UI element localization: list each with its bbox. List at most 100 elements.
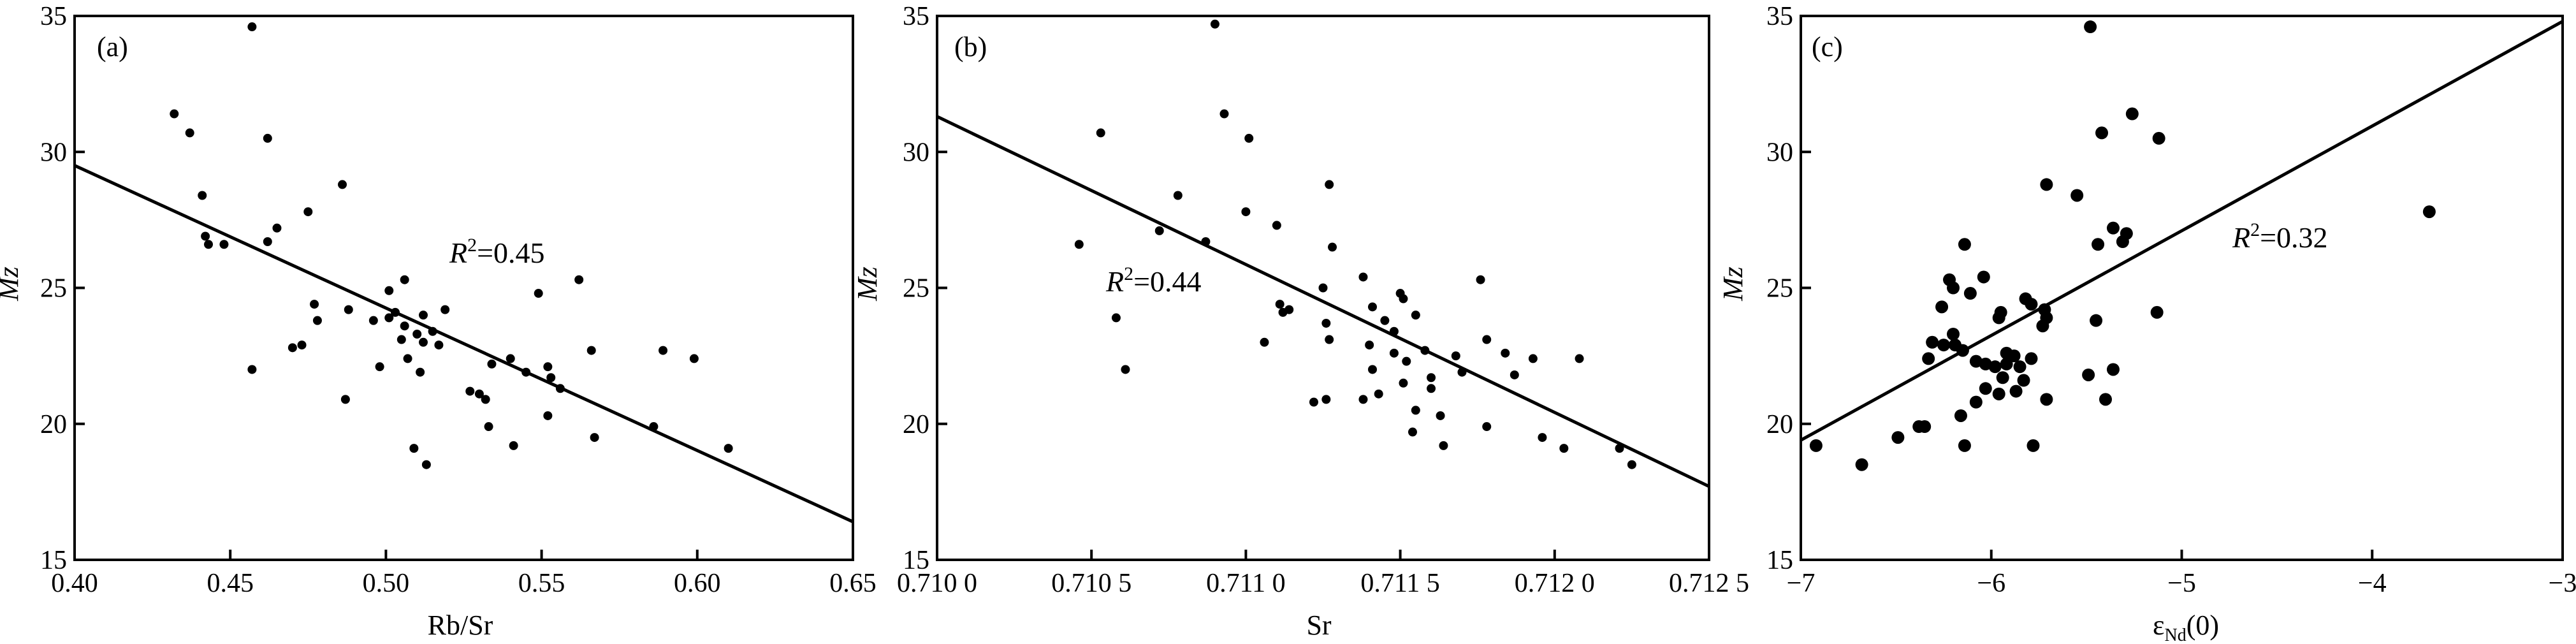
panel-c-data-point bbox=[1926, 335, 1939, 349]
panel-a-data-point bbox=[474, 389, 484, 399]
panel-c-data-point bbox=[2106, 221, 2120, 235]
panel-c-data-point bbox=[2036, 319, 2049, 333]
panel-a-data-point bbox=[384, 286, 394, 295]
panel-c-data-point bbox=[2125, 107, 2139, 121]
panel-b-y-tick-label: 25 bbox=[903, 274, 929, 304]
panel-a-data-point bbox=[403, 354, 412, 363]
panel-c-data-point bbox=[1958, 439, 1971, 452]
panel-b-data-point bbox=[1173, 191, 1182, 200]
panel-a-annotation: R2=0.45 bbox=[449, 235, 545, 269]
panel-a-data-point bbox=[397, 335, 406, 344]
panel-a-data-point bbox=[555, 384, 565, 393]
panel-c-data-point bbox=[2025, 352, 2038, 365]
panel-b-data-point bbox=[1321, 395, 1331, 404]
panel-c-data-point bbox=[1809, 439, 1823, 452]
panel-a-data-point bbox=[287, 343, 297, 353]
panel-b-data-point bbox=[1627, 460, 1636, 469]
panel-b-annotation: R2=0.44 bbox=[1105, 263, 1202, 298]
panel-a-data-point bbox=[506, 354, 515, 363]
panel-b-data-point bbox=[1402, 356, 1411, 366]
panel-a-data-point bbox=[689, 354, 699, 363]
panel-b: (b) R2=0.44 Sr Mz 0.710 0 0.710 5 0.711 0 0… bbox=[852, 2, 1749, 641]
panel-b-data-point bbox=[1260, 337, 1269, 347]
panel-a-data-point bbox=[481, 395, 490, 404]
panel-a-data-point bbox=[344, 305, 353, 314]
panel-b-data-point bbox=[1368, 302, 1378, 312]
panel-c-data-point bbox=[2116, 235, 2129, 248]
panel-c-annotation-value: =0.32 bbox=[2260, 221, 2327, 254]
panel-b-x-tick-label: 0.711 5 bbox=[1360, 569, 1439, 598]
panel-c-data-point bbox=[2009, 384, 2023, 398]
panel-c-data-point bbox=[2070, 189, 2084, 202]
panel-c-data-point bbox=[2027, 439, 2040, 452]
panel-a-data-point bbox=[421, 460, 431, 469]
panel-b-data-point bbox=[1528, 354, 1538, 363]
panel-a-data-point bbox=[400, 275, 409, 284]
panel-a-y-axis-title: Mz bbox=[0, 267, 24, 302]
panel-b-data-point bbox=[1427, 373, 1436, 383]
panel-b-data-point bbox=[1210, 19, 1219, 29]
panel-a-data-point bbox=[521, 367, 531, 377]
panel-a-x-tick-label: 0.65 bbox=[829, 569, 877, 598]
panel-b-data-point bbox=[1380, 316, 1390, 325]
panel-b-data-point bbox=[1476, 275, 1485, 284]
panel-c-y-tick-label: 20 bbox=[1766, 410, 1793, 439]
panel-b-data-point bbox=[1501, 348, 1510, 358]
panel-c-y-tick-label: 15 bbox=[1766, 546, 1793, 575]
panel-b-data-point bbox=[1096, 128, 1105, 138]
panel-c-data-point bbox=[2017, 374, 2030, 387]
panel-a-frame bbox=[73, 15, 854, 561]
panel-a-y-tick-label: 15 bbox=[40, 546, 67, 575]
panel-a-data-point bbox=[303, 207, 313, 217]
panel-c-data-point bbox=[1918, 420, 1932, 434]
panel-b-x-tick-label: 0.712 5 bbox=[1669, 569, 1749, 598]
panel-a-x-tick-label: 0.60 bbox=[674, 569, 721, 598]
panel-a-label: (a) bbox=[97, 31, 128, 62]
panel-a-data-point bbox=[340, 395, 350, 404]
panel-a-data-point bbox=[204, 240, 214, 249]
panel-b-data-point bbox=[1510, 370, 1519, 379]
panel-c-data-point bbox=[1956, 344, 1969, 357]
panel-b-data-point bbox=[1411, 406, 1420, 415]
panel-c-data-point bbox=[1954, 409, 1967, 422]
panel-a-y-tick-label: 20 bbox=[40, 410, 67, 439]
panel-a-data-point bbox=[659, 346, 668, 355]
panel-b-data-point bbox=[1436, 411, 1445, 420]
panel-c-data-point bbox=[2099, 393, 2112, 406]
panel-c-data-point bbox=[1988, 360, 2002, 374]
panel-c-data-point bbox=[2152, 131, 2165, 145]
panel-c-y-axis-title: Mz bbox=[1717, 267, 1749, 302]
panel-c-x-axis-title: εNd(0) bbox=[2153, 610, 2219, 644]
panel-b-data-point bbox=[1389, 348, 1399, 358]
panel-c-frame bbox=[1800, 15, 2564, 561]
panel-a-data-point bbox=[297, 340, 307, 350]
panel-b-y-tick-label: 15 bbox=[903, 546, 929, 575]
panel-c-y-tick-label: 35 bbox=[1766, 2, 1793, 31]
panel-a-data-point bbox=[586, 346, 596, 355]
panel-c-annotation: R2=0.32 bbox=[2232, 219, 2328, 254]
panel-a-data-point bbox=[509, 441, 518, 450]
panel-b-data-point bbox=[1420, 346, 1430, 355]
panel-c-annotation-sup: 2 bbox=[2250, 219, 2260, 240]
panel-a-data-point bbox=[546, 373, 556, 383]
panel-c-data-point bbox=[1977, 270, 1990, 284]
panel-b-data-point bbox=[1457, 367, 1467, 377]
panel-a-data-point bbox=[219, 240, 229, 249]
panel-a-data-point bbox=[263, 133, 272, 143]
panel-c-data-point bbox=[2007, 349, 2021, 363]
panel-b-data-point bbox=[1121, 365, 1130, 374]
panel-b-data-point bbox=[1284, 305, 1294, 314]
panel-b-data-point bbox=[1389, 326, 1399, 336]
panel-b-data-point bbox=[1201, 237, 1211, 246]
panel-a-data-point bbox=[465, 386, 475, 396]
panel-a-x-axis-title: Rb/Sr bbox=[428, 610, 493, 641]
panel-b-data-point bbox=[1154, 226, 1164, 235]
panel-a-data-point bbox=[487, 359, 497, 369]
panel-c: (c) R2=0.32 εNd(0) Mz −7 −6 −5 −4 −3 15 20 25 30… bbox=[1717, 2, 2576, 644]
panel-b-annotation-sup: 2 bbox=[1124, 263, 1133, 284]
panel-c-data-point bbox=[2084, 20, 2097, 34]
panel-b-x-tick-label: 0.710 5 bbox=[1051, 569, 1132, 598]
panel-b-data-point bbox=[1272, 221, 1281, 230]
panel-c-x-axis-title-sub: Nd bbox=[2164, 626, 2186, 644]
panel-c-x-axis-title-suffix: (0) bbox=[2187, 610, 2219, 641]
